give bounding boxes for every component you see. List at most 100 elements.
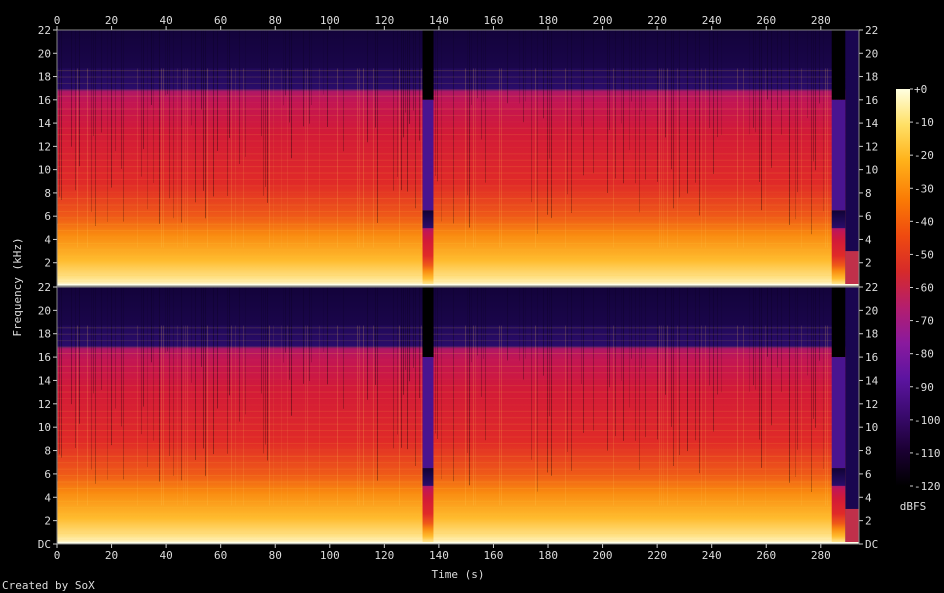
x-tick-label-top: 160 [484, 14, 504, 27]
silent-gap-2 [831, 287, 846, 544]
y-tick-label: 10 [38, 164, 51, 177]
x-tick-label-top: 80 [269, 14, 282, 27]
x-tick-label-bottom: 200 [593, 549, 613, 562]
colorbar-tick-label: -90 [914, 381, 934, 394]
colorbar-tick-label: -10 [914, 116, 934, 129]
y-tick-label-right: 8 [865, 445, 872, 458]
end-fade [845, 287, 859, 544]
colorbar-tick-label: -120 [914, 480, 941, 493]
x-tick-label-top: 220 [647, 14, 667, 27]
end-fade-low [845, 508, 859, 544]
x-tick-label-bottom: 100 [320, 549, 340, 562]
x-tick-label-top: 40 [159, 14, 172, 27]
y-tick-label: 14 [38, 117, 52, 130]
colorbar-gradient [896, 89, 910, 486]
y-tick-label-right: 6 [865, 468, 872, 481]
colorbar-tick-label: -60 [914, 282, 934, 295]
y-tick-label: 4 [44, 491, 51, 504]
y-tick-label-right: 12 [865, 140, 878, 153]
colorbar-tick-label: -50 [914, 248, 934, 261]
y-tick-label-right: 2 [865, 257, 872, 270]
x-tick-label-bottom: 260 [756, 549, 776, 562]
y-tick-label-right: 14 [865, 374, 879, 387]
y-tick-label: 16 [38, 94, 51, 107]
y-tick-label-right: 18 [865, 71, 878, 84]
x-tick-label-bottom: 160 [484, 549, 504, 562]
colorbar-label: dBFS [900, 500, 927, 513]
y-tick-label-right: 18 [865, 328, 878, 341]
colorbar-tick-label: -30 [914, 182, 934, 195]
spectral-streaks [57, 30, 850, 248]
y-tick-label: 4 [44, 233, 51, 246]
y-tick-label: 12 [38, 140, 51, 153]
colorbar-tick-label: -100 [914, 414, 941, 427]
end-fade [845, 30, 859, 286]
y-tick-label-right: 22 [865, 24, 878, 37]
x-tick-label-top: 180 [538, 14, 558, 27]
credit-text: Created by SoX [2, 579, 95, 592]
y-tick-label: 22 [38, 24, 51, 37]
y-tick-label: 20 [38, 47, 51, 60]
y-tick-label-right: 2 [865, 515, 872, 528]
x-tick-label-top: 240 [702, 14, 722, 27]
colorbar-tick-label: -110 [914, 447, 941, 460]
y-tick-label: 6 [44, 468, 51, 481]
above-cutoff-region [57, 30, 859, 69]
x-tick-label-top: 100 [320, 14, 340, 27]
dc-line [57, 284, 859, 286]
x-tick-label-bottom: 40 [159, 549, 172, 562]
x-axis-label: Time (s) [432, 568, 485, 581]
x-tick-label-top: 60 [214, 14, 227, 27]
channel-panel-1 [56, 29, 860, 287]
y-tick-label: 12 [38, 398, 51, 411]
y-tick-label: 18 [38, 71, 51, 84]
spectrum-fill [57, 287, 859, 544]
x-tick-label-top: 140 [429, 14, 449, 27]
panel-frame [56, 286, 860, 545]
above-cutoff-region [57, 287, 859, 326]
x-tick-label-bottom: 60 [214, 549, 227, 562]
x-tick-label-top: 260 [756, 14, 776, 27]
y-tick-label: 16 [38, 351, 51, 364]
channel-panel-2 [56, 286, 860, 545]
y-tick-label-right: 10 [865, 164, 878, 177]
x-tick-label-top: 0 [54, 14, 61, 27]
y-tick-label-right: 12 [865, 398, 878, 411]
x-tick-label-bottom: 0 [54, 549, 61, 562]
y-tick-label-right: 6 [865, 210, 872, 223]
dc-line [57, 542, 859, 544]
y-axis-label: Frequency (kHz) [11, 237, 24, 336]
x-tick-label-bottom: 280 [811, 549, 831, 562]
y-tick-label: 2 [44, 515, 51, 528]
y-tick-label: 8 [44, 445, 51, 458]
x-tick-label-bottom: 240 [702, 549, 722, 562]
y-tick-label-right: 8 [865, 187, 872, 200]
colorbar-tick-label: +0 [914, 83, 927, 96]
x-tick-label-bottom: 80 [269, 549, 282, 562]
y-tick-label-right: 20 [865, 304, 878, 317]
y-tick-label-right: 16 [865, 94, 878, 107]
x-tick-label-top: 200 [593, 14, 613, 27]
y-tick-label: 20 [38, 304, 51, 317]
colorbar-tick-label: -40 [914, 215, 934, 228]
x-tick-label-bottom: 220 [647, 549, 667, 562]
y-tick-label-right: 4 [865, 491, 872, 504]
harmonic-lines [57, 70, 859, 283]
silent-gap-1 [422, 30, 434, 286]
y-tick-label: 22 [38, 281, 51, 294]
y-tick-label: 6 [44, 210, 51, 223]
y-tick-label-right: 16 [865, 351, 878, 364]
y-tick-label: 14 [38, 374, 52, 387]
x-tick-label-bottom: 140 [429, 549, 449, 562]
y-tick-label: 10 [38, 421, 51, 434]
x-tick-label-bottom: 180 [538, 549, 558, 562]
y-tick-label-right: 22 [865, 281, 878, 294]
x-tick-label-top: 20 [105, 14, 118, 27]
colorbar-tick-label: -80 [914, 348, 934, 361]
colorbar-tick-label: -70 [914, 315, 934, 328]
x-tick-label-top: 120 [374, 14, 394, 27]
y-tick-label-right: 20 [865, 47, 878, 60]
y-tick-label-right: DC [865, 538, 878, 551]
y-tick-label: DC [38, 538, 51, 551]
